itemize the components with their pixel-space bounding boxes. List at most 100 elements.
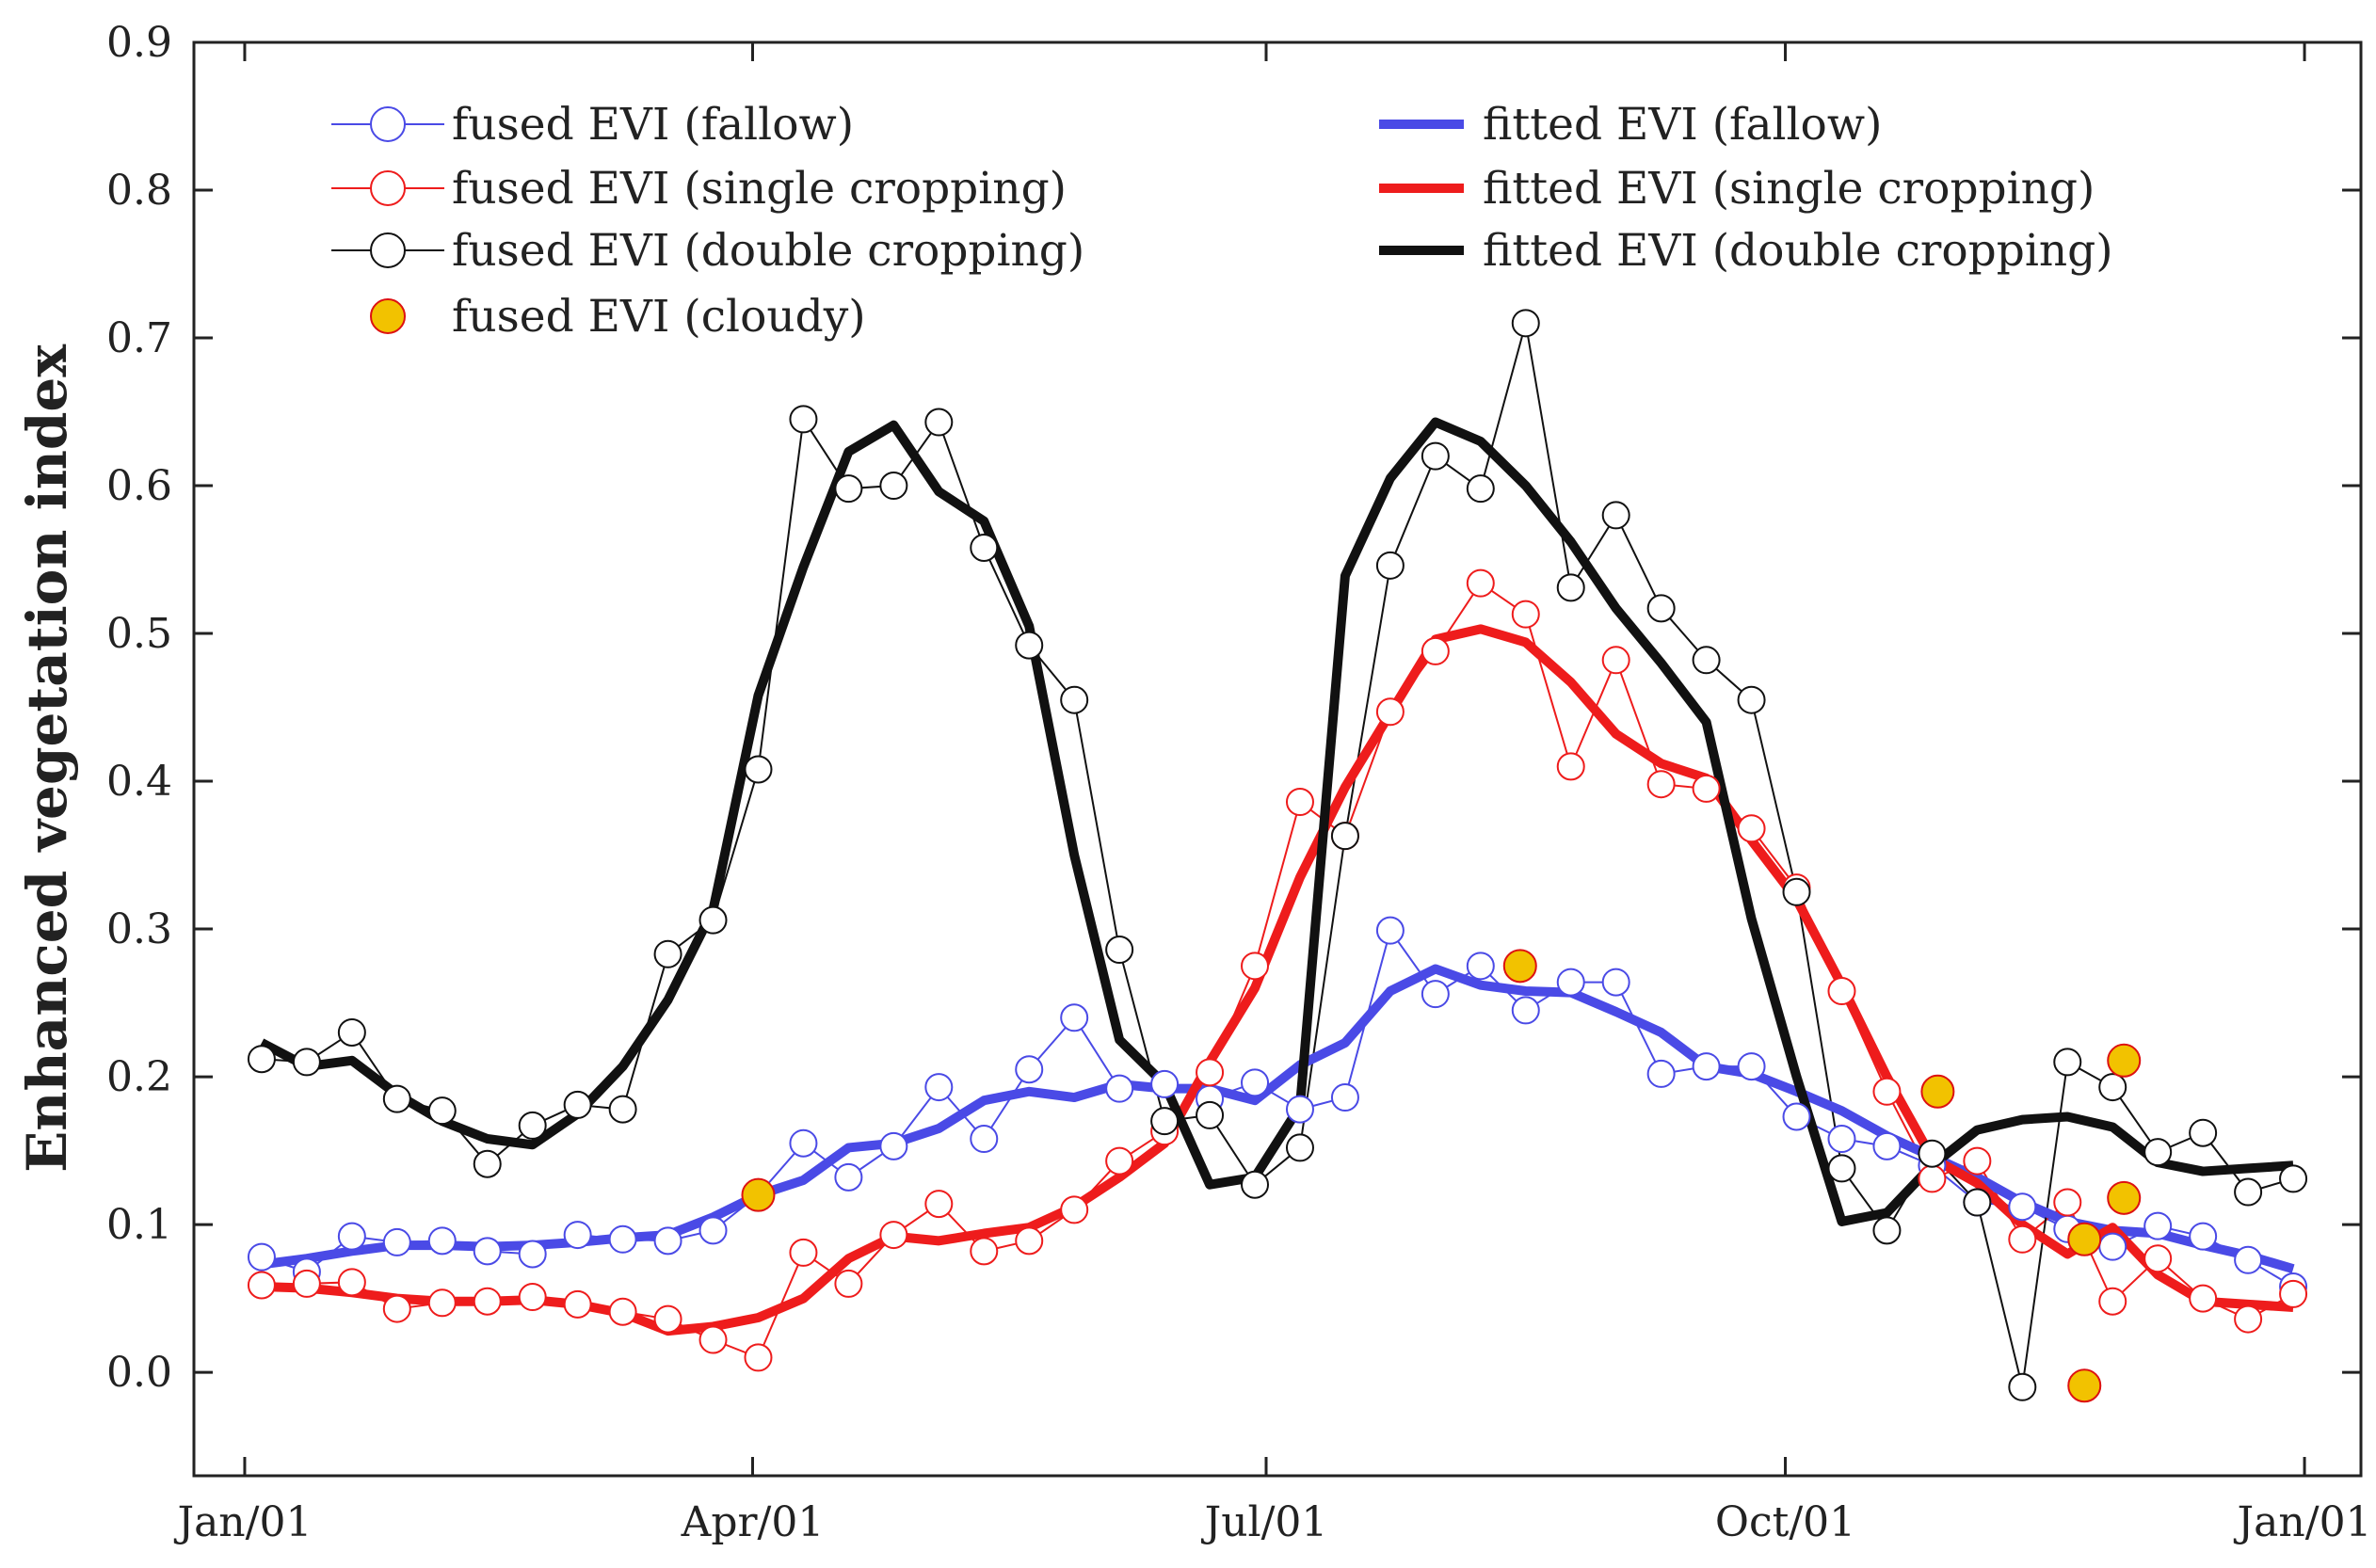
- data-point-fused-evi-double-cropping: [834, 474, 863, 504]
- data-point-fused-evi-double-cropping: [1782, 877, 1811, 906]
- data-point-fused-evi-double-cropping: [608, 1095, 637, 1124]
- data-point-fused-evi-fallow: [1060, 1003, 1089, 1032]
- data-point-fused-evi-double-cropping: [382, 1084, 411, 1113]
- data-point-fused-evi-single-cropping: [1285, 788, 1314, 817]
- data-point-fused-evi-fallow: [1511, 996, 1540, 1025]
- data-point-fused-evi-double-cropping: [2143, 1138, 2173, 1167]
- legend-label: fitted EVI (single cropping): [1483, 163, 2095, 215]
- legend-item-fused-fallow: fused EVI (fallow): [331, 99, 854, 151]
- legend-marker-icon: [370, 170, 406, 206]
- data-point-fused-evi-single-cropping: [1196, 1058, 1225, 1087]
- data-point-fused-evi-single-cropping: [744, 1343, 773, 1372]
- data-point-fused-evi-double-cropping: [1963, 1188, 1992, 1217]
- data-point-fused-evi-double-cropping: [518, 1111, 547, 1140]
- data-point-fused-evi-fallow: [1466, 952, 1495, 981]
- data-point-fused-evi-single-cropping: [1105, 1146, 1134, 1176]
- data-point-fused-evi-fallow: [1556, 968, 1585, 997]
- y-tick-label: 0.6: [106, 462, 172, 510]
- data-point-fused-evi-single-cropping: [518, 1283, 547, 1312]
- data-point-fused-evi-double-cropping: [1421, 441, 1450, 471]
- y-tick-label: 0.3: [106, 905, 172, 953]
- data-point-fused-evi-double-cropping: [1466, 474, 1495, 504]
- series-line-fitted-evi-double-cropping: [259, 417, 2294, 1226]
- data-point-fused-evi-double-cropping: [1511, 309, 1540, 338]
- data-point-cloudy: [741, 1177, 776, 1212]
- legend-item-fused-double: fused EVI (double cropping): [331, 225, 1084, 277]
- plot-frame: [192, 40, 2363, 1478]
- data-point-fused-evi-single-cropping: [1511, 600, 1540, 629]
- y-tick-label: 0.2: [106, 1053, 172, 1101]
- y-tick-label: 0.0: [106, 1349, 172, 1397]
- data-point-fused-evi-double-cropping: [1285, 1133, 1314, 1162]
- data-point-fused-evi-double-cropping: [1150, 1107, 1180, 1136]
- x-axis: Jan/01 Apr/01 Jul/01 Oct/01 Jan/01: [173, 42, 2372, 1546]
- data-point-fused-evi-single-cropping: [698, 1325, 728, 1354]
- data-point-fused-evi-double-cropping: [924, 408, 954, 437]
- legend-label: fitted EVI (double cropping): [1483, 225, 2113, 277]
- data-point-fused-evi-fallow: [427, 1226, 457, 1256]
- data-point-fused-evi-double-cropping: [427, 1096, 457, 1126]
- data-point-fused-evi-single-cropping: [924, 1190, 954, 1219]
- data-point-fused-evi-single-cropping: [834, 1269, 863, 1298]
- data-point-fused-evi-fallow: [563, 1221, 592, 1250]
- data-point-fused-evi-double-cropping: [292, 1048, 321, 1077]
- data-point-fused-evi-fallow: [834, 1162, 863, 1192]
- data-point-fused-evi-fallow: [789, 1128, 818, 1158]
- data-point-fused-evi-fallow: [2234, 1245, 2263, 1274]
- y-tick-label: 0.8: [106, 167, 172, 215]
- x-tick-label: Jan/01: [173, 1498, 312, 1546]
- data-point-cloudy: [1920, 1074, 1955, 1109]
- data-point-fused-evi-fallow: [1737, 1052, 1766, 1081]
- data-point-fused-evi-double-cropping: [653, 939, 682, 968]
- data-point-fused-evi-double-cropping: [563, 1090, 592, 1119]
- y-axis-title: Enhanced vegetation index: [15, 344, 79, 1173]
- data-point-fused-evi-single-cropping: [427, 1288, 457, 1318]
- data-point-fused-evi-double-cropping: [1196, 1100, 1225, 1129]
- data-point-fused-evi-fallow: [879, 1131, 908, 1160]
- data-point-fused-evi-single-cropping: [2098, 1287, 2127, 1316]
- data-point-fused-evi-double-cropping: [1060, 685, 1089, 714]
- data-point-fused-evi-fallow: [1375, 916, 1405, 945]
- data-point-fused-evi-double-cropping: [789, 405, 818, 434]
- data-point-fused-evi-fallow: [247, 1242, 276, 1272]
- data-point-fused-evi-double-cropping: [1015, 631, 1044, 660]
- y-tick-label: 0.7: [106, 314, 172, 362]
- data-point-fused-evi-fallow: [337, 1222, 366, 1251]
- data-point-fused-evi-double-cropping: [698, 905, 728, 935]
- data-point-fused-evi-fallow: [2008, 1192, 2037, 1222]
- x-tick-label: Jan/01: [2234, 1498, 2372, 1546]
- y-tick-label: 0.9: [106, 19, 172, 67]
- data-point-fused-evi-single-cropping: [247, 1271, 276, 1300]
- data-point-fused-evi-double-cropping: [2189, 1118, 2218, 1147]
- data-point-fused-evi-double-cropping: [2098, 1073, 2127, 1102]
- series-layer: [247, 309, 2308, 1403]
- x-tick-label: Oct/01: [1715, 1498, 1855, 1546]
- data-point-fused-evi-single-cropping: [1060, 1195, 1089, 1224]
- data-point-fused-evi-double-cropping: [337, 1017, 366, 1047]
- data-point-fused-evi-double-cropping: [1646, 594, 1676, 623]
- y-tick-label: 0.5: [106, 610, 172, 658]
- data-point-cloudy: [2067, 1368, 2102, 1403]
- data-point-fused-evi-fallow: [1015, 1055, 1044, 1084]
- data-point-fused-evi-fallow: [1421, 980, 1450, 1009]
- data-point-fused-evi-single-cropping: [2279, 1279, 2308, 1308]
- x-tick-label: Apr/01: [681, 1498, 825, 1546]
- data-point-fused-evi-double-cropping: [1241, 1170, 1270, 1199]
- data-point-fused-evi-single-cropping: [879, 1221, 908, 1250]
- legend-marker-icon: [370, 232, 406, 268]
- data-point-fused-evi-fallow: [2098, 1232, 2127, 1261]
- data-point-fused-evi-fallow: [1646, 1059, 1676, 1088]
- legend-item-fused-single: fused EVI (single cropping): [331, 163, 1067, 215]
- data-point-fused-evi-double-cropping: [1375, 551, 1405, 580]
- legend-label: fused EVI (fallow): [452, 99, 854, 151]
- data-point-fused-evi-double-cropping: [1692, 646, 1721, 675]
- data-point-fused-evi-single-cropping: [1601, 646, 1630, 675]
- data-point-fused-evi-fallow: [473, 1237, 502, 1266]
- data-point-fused-evi-fallow: [1105, 1074, 1134, 1103]
- data-point-fused-evi-double-cropping: [1827, 1154, 1856, 1183]
- data-point-fused-evi-single-cropping: [1241, 952, 1270, 981]
- legend-label: fused EVI (cloudy): [452, 291, 866, 343]
- data-point-fused-evi-single-cropping: [653, 1304, 682, 1334]
- data-point-fused-evi-fallow: [1782, 1102, 1811, 1131]
